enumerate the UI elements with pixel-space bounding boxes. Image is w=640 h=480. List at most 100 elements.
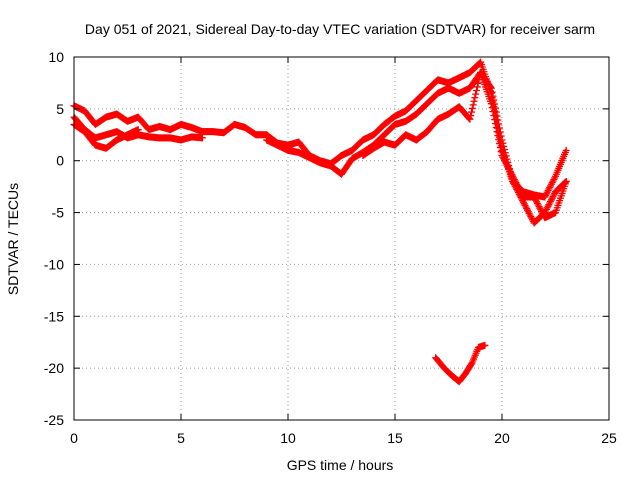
data-point: [470, 97, 478, 105]
data-point: [506, 168, 514, 176]
data-point: [543, 204, 551, 212]
data-point: [491, 100, 499, 108]
data-point: [562, 146, 570, 154]
data-point: [499, 139, 507, 147]
data-point: [551, 174, 559, 182]
data-point: [502, 152, 510, 160]
data-point: [492, 108, 500, 116]
plot-frame: [73, 56, 610, 421]
data-point: [513, 185, 521, 193]
data-point: [546, 199, 554, 207]
y-tick-label: -20: [44, 360, 64, 376]
y-tick-label: -10: [44, 256, 64, 272]
data-point: [549, 177, 557, 185]
data-point: [468, 104, 476, 112]
x-axis-label: GPS time / hours: [287, 457, 394, 473]
data-point: [508, 174, 516, 182]
data-point: [535, 203, 543, 211]
data-point: [514, 189, 522, 197]
data-point: [516, 192, 524, 200]
data-point: [528, 214, 536, 222]
data-point: [541, 209, 549, 217]
data-point: [472, 90, 480, 98]
y-tick-label: -15: [44, 308, 64, 324]
data-point: [488, 88, 496, 96]
series-track-a: [70, 58, 570, 201]
data-point: [527, 213, 535, 221]
data-point: [198, 134, 206, 142]
data-point: [500, 146, 508, 154]
series-track-b: [70, 69, 570, 222]
data-point: [510, 181, 518, 189]
data-point: [473, 83, 481, 91]
data-point: [524, 208, 532, 216]
data-point: [504, 158, 512, 166]
data-point: [546, 183, 554, 191]
data-point: [499, 153, 507, 161]
data-point: [503, 155, 511, 163]
data-point: [467, 360, 475, 368]
data-point: [475, 76, 483, 84]
data-point: [561, 179, 569, 187]
data-point: [495, 120, 503, 128]
data-point: [493, 112, 501, 120]
data-point: [545, 185, 553, 193]
data-point: [497, 132, 505, 140]
x-tick-label: 20: [494, 430, 510, 446]
data-point: [507, 171, 515, 179]
data-points: [70, 58, 570, 386]
x-tick-label: 25: [601, 430, 617, 446]
data-point: [466, 115, 474, 123]
x-tick-label: 10: [280, 430, 296, 446]
data-point: [515, 190, 523, 198]
data-point: [467, 112, 475, 120]
data-point: [500, 142, 508, 150]
x-tick-label: 0: [70, 430, 78, 446]
data-point: [533, 198, 541, 206]
data-point: [533, 199, 541, 207]
data-point: [542, 191, 550, 199]
grid-lines: [74, 57, 609, 420]
data-point: [517, 193, 525, 201]
data-point: [544, 202, 552, 210]
data-point: [525, 209, 533, 217]
series-track-d: [432, 341, 489, 386]
data-point: [487, 84, 495, 92]
data-point: [532, 196, 540, 204]
data-point: [522, 203, 530, 211]
chart-title: Day 051 of 2021, Sidereal Day-to-day VTE…: [85, 21, 595, 37]
data-point: [550, 175, 558, 183]
data-point: [505, 162, 513, 170]
data-point: [509, 177, 517, 185]
data-point: [489, 92, 497, 100]
x-axis-ticks: 0 5 10 15 20 25: [70, 57, 617, 446]
data-point: [496, 128, 504, 136]
data-point: [562, 177, 570, 185]
data-point: [549, 193, 557, 201]
data-point: [534, 201, 542, 209]
series-track-c: [70, 69, 570, 227]
data-point: [547, 182, 555, 190]
data-point: [547, 196, 555, 204]
data-point: [548, 194, 556, 202]
data-point: [526, 211, 534, 219]
data-point: [536, 204, 544, 212]
data-point: [542, 207, 550, 215]
y-axis-ticks: -25 -20 -15 -10 -5 0 5 10: [44, 49, 609, 428]
data-point: [469, 101, 477, 109]
data-point: [510, 179, 518, 187]
data-point: [519, 197, 527, 205]
data-point: [521, 201, 529, 209]
data-point: [494, 116, 502, 124]
y-tick-label: -5: [52, 205, 65, 221]
data-point: [523, 205, 531, 213]
data-point: [474, 79, 482, 87]
data-point: [542, 205, 550, 213]
x-tick-label: 15: [387, 430, 403, 446]
data-point: [550, 191, 558, 199]
data-point: [544, 187, 552, 195]
data-point: [561, 178, 569, 186]
y-tick-label: 0: [56, 153, 64, 169]
data-point: [505, 165, 513, 173]
